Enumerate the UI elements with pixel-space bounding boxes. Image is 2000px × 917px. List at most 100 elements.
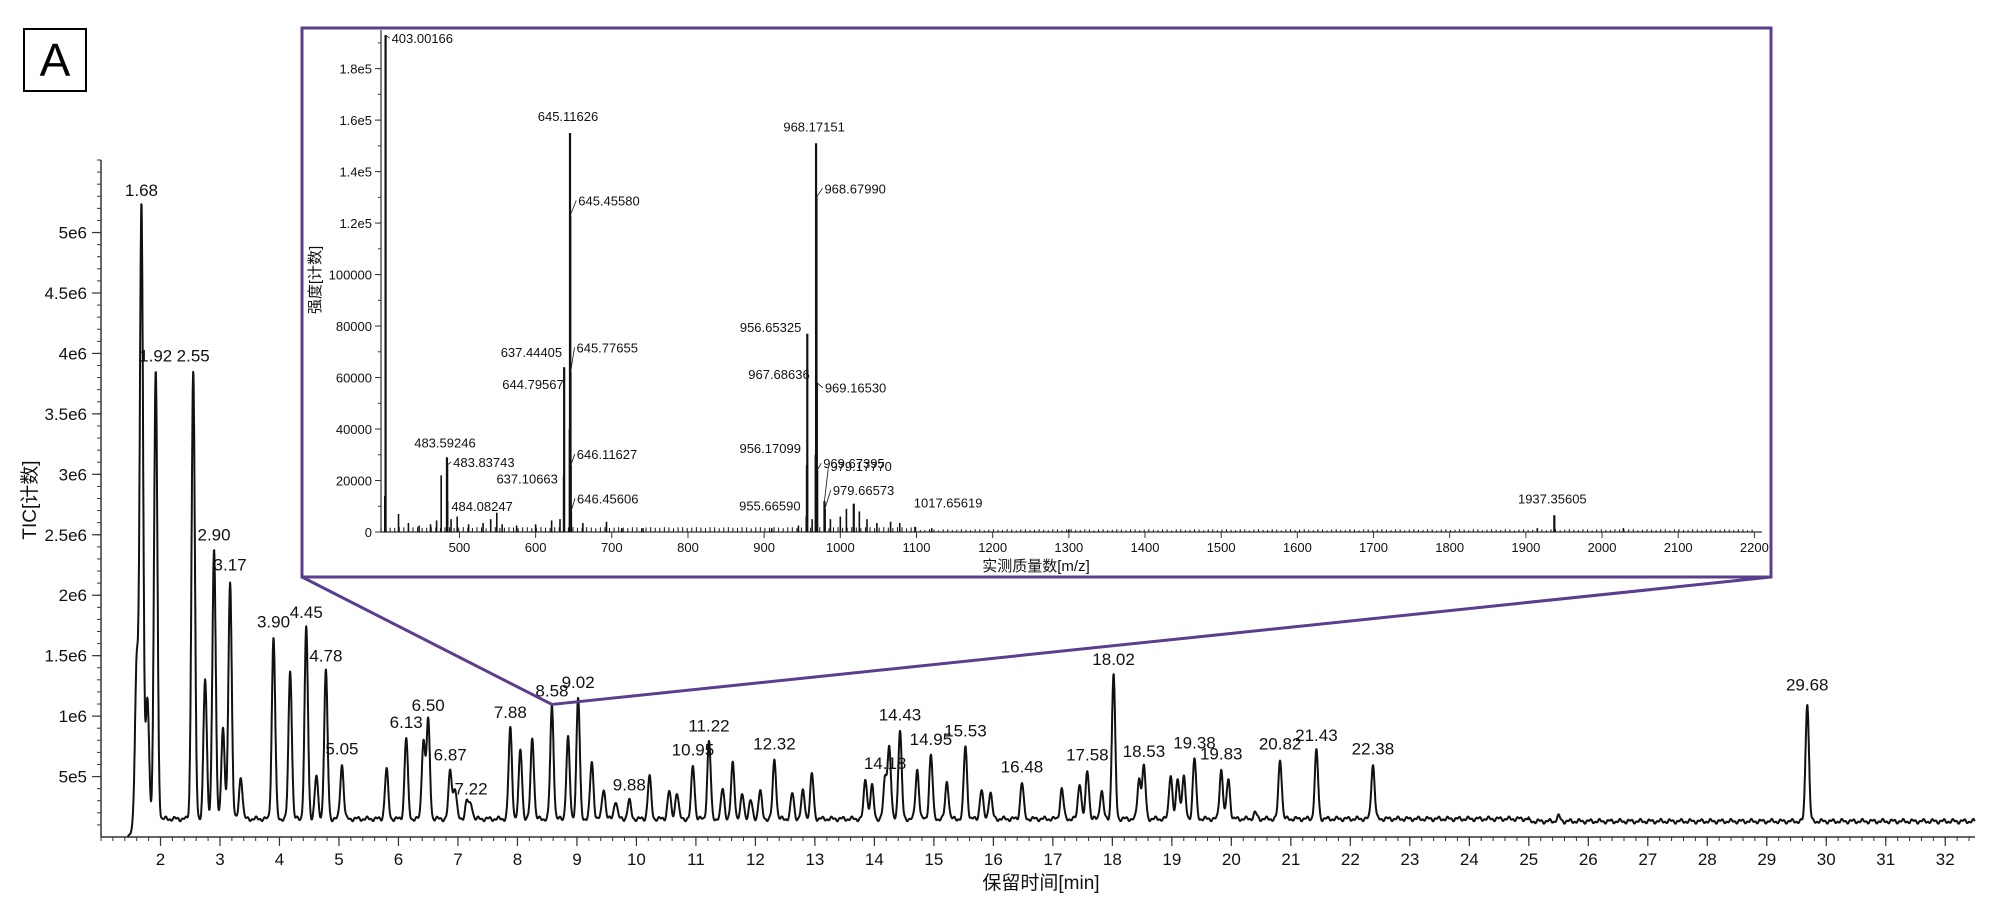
main-y-tick-label: 5e6 [59, 224, 87, 243]
inset-peak-label: 645.11626 [538, 109, 599, 124]
inset-y-tick-label: 100000 [329, 268, 372, 283]
inset-x-tick-label: 900 [753, 540, 775, 555]
inset-x-tick-label: 800 [677, 540, 699, 555]
main-x-tick-label: 8 [513, 850, 522, 869]
inset-peak-label: 956.17099 [739, 441, 800, 456]
inset-label-leader [446, 461, 452, 466]
main-x-tick-label: 26 [1579, 850, 1598, 869]
chromatogram-trace [126, 203, 1976, 838]
inset-y-tick-label: 0 [365, 525, 372, 540]
main-x-tick-label: 23 [1400, 850, 1419, 869]
main-peak-label: 9.02 [562, 673, 595, 692]
main-peak-label: 2.90 [197, 525, 230, 544]
main-x-tick-label: 15 [924, 850, 943, 869]
main-peak-label: 1.92 [139, 347, 172, 366]
inset-label-leader [816, 463, 822, 471]
main-peak-label: 2.55 [177, 347, 210, 366]
inset-y-tick-label: 80000 [336, 319, 372, 334]
main-peak-label: 14.43 [879, 706, 922, 725]
inset-peak-label: 968.67990 [824, 181, 885, 196]
inset-peak-label: 645.77655 [576, 340, 637, 355]
main-peak-label: 6.87 [434, 746, 467, 765]
main-x-tick-label: 14 [865, 850, 884, 869]
inset-x-tick-label: 1300 [1054, 540, 1083, 555]
inset-peak-label: 1017.65619 [914, 496, 983, 511]
inset-peak-label: 484.08247 [451, 499, 512, 514]
main-peak-label: 3.90 [257, 613, 290, 632]
inset-peak-label: 483.59246 [414, 435, 475, 450]
inset-y-tick-label: 1.2e5 [339, 216, 372, 231]
main-y-tick-label: 1e6 [59, 707, 87, 726]
inset-x-tick-label: 1500 [1207, 540, 1236, 555]
inset-peak-label: 644.79567 [502, 377, 563, 392]
main-y-axis-label: TIC[计数] [19, 460, 41, 539]
inset-x-tick-label: 1100 [903, 540, 931, 555]
main-peak-label: 9.88 [613, 776, 646, 795]
main-peak-label: 20.82 [1259, 735, 1302, 754]
inset-axes: 500 600 700 800 900 1000 1100 1200 1300 1400 1500 1… [329, 30, 1769, 555]
main-peak-label: 12.32 [753, 735, 796, 754]
main-x-tick-label: 31 [1876, 850, 1895, 869]
main-peak-label: 22.38 [1352, 739, 1395, 758]
main-x-tick-label: 22 [1341, 850, 1360, 869]
main-peak-label: 5.05 [325, 739, 358, 758]
inset-label-leader [816, 382, 824, 388]
inset-label-leader [570, 347, 575, 373]
zoom-line-left [301, 575, 553, 706]
main-peak-label: 7.88 [494, 703, 527, 722]
main-y-tick-label: 2e6 [59, 586, 87, 605]
main-peak-label: 10.95 [672, 741, 715, 760]
main-x-tick-label: 29 [1757, 850, 1776, 869]
main-peak-label: 4.78 [309, 646, 342, 665]
inset-label-leader [570, 453, 576, 466]
main-x-tick-label: 3 [215, 850, 224, 869]
inset-x-tick-label: 1800 [1435, 540, 1464, 555]
main-x-tick-label: 27 [1638, 850, 1657, 869]
inset-x-tick-label: 2000 [1588, 540, 1617, 555]
inset-panel [300, 26, 1773, 579]
main-peak-label: 19.38 [1173, 733, 1216, 752]
main-axes: 2 3 4 5 6 7 8 9 10 11 12 13 14 15 16 17 18 19 20 21 22 23 24 25… [44, 159, 1975, 869]
inset-peak-label: 968.17151 [783, 119, 844, 134]
main-x-tick-label: 4 [275, 850, 284, 869]
main-x-tick-label: 20 [1222, 850, 1241, 869]
inset-peak-label: 403.00166 [392, 31, 453, 46]
main-peak-label: 19.83 [1200, 744, 1243, 763]
main-peak-label: 15.53 [944, 721, 987, 740]
inset-peak-label: 646.11627 [577, 447, 638, 462]
inset-y-tick-label: 1.8e5 [339, 62, 372, 77]
inset-peak-label: 483.83743 [453, 455, 514, 470]
zoom-connector [301, 575, 1772, 706]
inset-x-tick-label: 2200 [1740, 540, 1769, 555]
inset-label-leader [824, 466, 829, 502]
inset-x-tick-label: 500 [449, 540, 471, 555]
inset-peak-label: 979.66573 [833, 483, 894, 498]
inset-peak-label: 956.65325 [740, 320, 801, 335]
main-y-tick-label: 1.5e6 [44, 647, 87, 666]
zoom-line-right [551, 575, 1772, 706]
panel-label: A [23, 28, 87, 92]
inset-y-tick-label: 40000 [336, 422, 372, 437]
inset-label-leader [385, 34, 390, 39]
main-x-tick-label: 5 [334, 850, 343, 869]
main-peak-label: 6.13 [390, 713, 423, 732]
main-x-tick-label: 6 [394, 850, 403, 869]
inset-label-leader [824, 489, 832, 509]
main-peak-label: 29.68 [1786, 675, 1829, 694]
main-peak-label: 18.53 [1123, 742, 1166, 761]
main-x-tick-label: 17 [1043, 850, 1062, 869]
main-x-tick-label: 32 [1936, 850, 1955, 869]
main-peak-label: 21.43 [1295, 726, 1338, 745]
main-x-tick-label: 13 [805, 850, 824, 869]
inset-peak-label: 967.68636 [748, 367, 809, 382]
inset-x-tick-label: 700 [601, 540, 623, 555]
inset-peak-label: 1937.35605 [1518, 491, 1587, 506]
inset-peak-label: 637.10663 [496, 471, 557, 486]
main-x-tick-label: 18 [1103, 850, 1122, 869]
inset-peak-label: 637.44405 [501, 345, 562, 360]
inset-label-leader [816, 188, 823, 198]
main-peak-label: 14.18 [864, 754, 907, 773]
main-peak-label: 3.17 [214, 556, 247, 575]
main-y-tick-label: 4e6 [59, 344, 87, 363]
main-trace-group [126, 203, 1976, 838]
